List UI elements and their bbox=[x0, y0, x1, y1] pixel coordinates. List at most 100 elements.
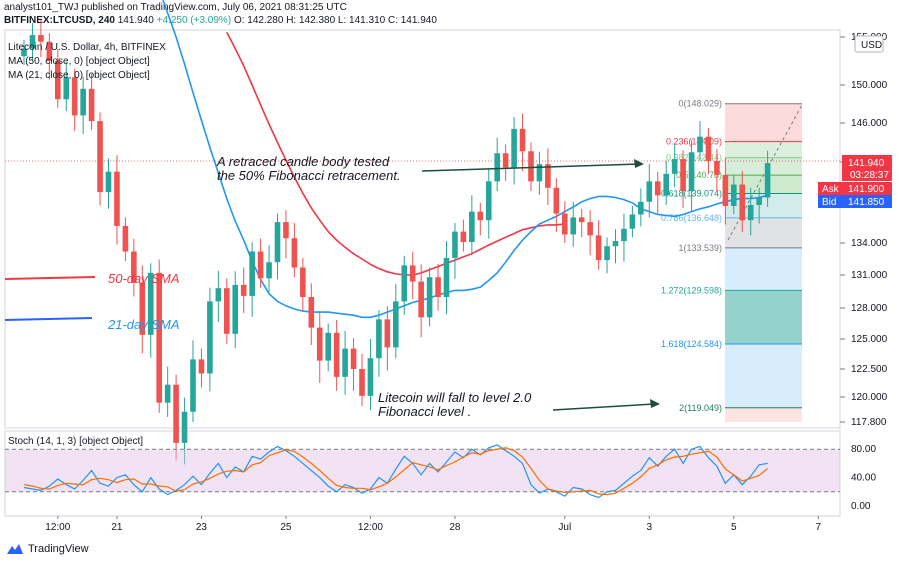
candle-body bbox=[401, 265, 408, 302]
candle-body bbox=[71, 77, 78, 116]
candle-body bbox=[536, 164, 543, 182]
ask-tag bbox=[818, 182, 892, 195]
ma50-label-line bbox=[4, 276, 96, 280]
ma50-legend: MA (50, close, 0) [object Object] bbox=[8, 56, 150, 67]
last-price: 141.940 bbox=[117, 15, 154, 26]
candle-body bbox=[435, 277, 441, 297]
fib-level-label: 1(133.539) bbox=[678, 243, 722, 253]
candle-body bbox=[325, 332, 331, 361]
candle-body bbox=[131, 251, 137, 283]
price-pane[interactable] bbox=[4, 29, 841, 429]
candle-body bbox=[747, 205, 754, 221]
last-price-tag-value: 141.940 bbox=[848, 158, 885, 169]
candle-body bbox=[207, 301, 213, 374]
fib-zone bbox=[725, 247, 802, 291]
countdown-value: 03:28:37 bbox=[850, 170, 889, 181]
candle-body bbox=[739, 184, 746, 221]
stochastic-indicator: 80.00 40.00 0.00 bbox=[5, 444, 876, 512]
candle-body bbox=[621, 228, 627, 242]
candle-body bbox=[224, 288, 230, 334]
tradingview-logo-icon bbox=[7, 544, 23, 554]
candle-body bbox=[164, 384, 171, 403]
fib-level-label: 0.5(140.78) bbox=[676, 170, 722, 180]
candle-body bbox=[688, 152, 695, 192]
time-tick-label: 12:00 bbox=[45, 522, 70, 533]
currency-badge[interactable] bbox=[854, 35, 884, 53]
time-tick-label: Jul bbox=[558, 522, 571, 533]
currency-label: USD bbox=[861, 40, 882, 51]
arrow-retrace bbox=[421, 163, 641, 172]
candle-body bbox=[300, 267, 306, 297]
ma50-line bbox=[226, 31, 565, 276]
publish-info: analyst101_TWJ published on TradingView.… bbox=[4, 2, 347, 13]
candle-body bbox=[88, 88, 95, 122]
candle-body bbox=[316, 327, 323, 361]
footer-brand-label: TradingView bbox=[28, 543, 89, 555]
candle-body bbox=[587, 222, 593, 236]
candle-body bbox=[283, 222, 289, 239]
candle-body bbox=[240, 284, 247, 296]
candle-body bbox=[418, 281, 424, 318]
bid-tag bbox=[818, 195, 892, 208]
price-tick-label: 134.000 bbox=[851, 238, 888, 249]
candle-body bbox=[38, 35, 44, 42]
arrow-fall-head bbox=[650, 399, 660, 408]
fib-zone bbox=[725, 407, 802, 422]
high-value: H: 142.380 bbox=[286, 15, 336, 26]
candle-body bbox=[29, 35, 36, 49]
price-tick-label: 122.500 bbox=[851, 364, 888, 375]
stoch-k-line bbox=[23, 444, 768, 499]
price-tick-label: 117.800 bbox=[851, 417, 887, 428]
candle-body bbox=[570, 217, 577, 235]
fibonacci-retracement[interactable]: 0(148.029)0.236(144.09)0.382(142.44)0.5(… bbox=[661, 99, 803, 422]
stoch-legend: Stoch (14, 1, 3) [object Object] bbox=[8, 436, 143, 447]
candle-body bbox=[671, 159, 678, 174]
price-tick-label: 146.000 bbox=[851, 118, 888, 129]
candle-body bbox=[629, 214, 636, 229]
candle-body bbox=[680, 159, 686, 192]
footer-brand[interactable]: TradingView bbox=[6, 543, 89, 555]
fib-level-label: 2(119.049) bbox=[679, 403, 722, 413]
time-axis: 12:00 21 23 25 12:00 28 Jul 3 5 7 bbox=[45, 516, 822, 533]
candle-body bbox=[122, 225, 129, 252]
ma50-label: 50-day SMA bbox=[108, 271, 180, 286]
price-tick-label: 125.000 bbox=[851, 334, 888, 345]
candle-body bbox=[409, 265, 416, 282]
candle-body bbox=[722, 174, 729, 206]
candle-body bbox=[638, 201, 644, 215]
time-tick-label: 25 bbox=[280, 522, 292, 533]
fib-zone bbox=[725, 141, 802, 158]
bid-value: 141.850 bbox=[848, 197, 885, 208]
candle-body bbox=[359, 369, 365, 396]
candle-body bbox=[460, 231, 467, 243]
stoch-tick-label: 0.00 bbox=[851, 501, 871, 512]
arrow-fall bbox=[552, 403, 655, 411]
price-axis: 155.000150.000146.000142.000138.000134.0… bbox=[840, 32, 888, 428]
candle-body bbox=[604, 246, 610, 261]
candle-body bbox=[156, 272, 162, 403]
candlestick-series bbox=[21, 19, 771, 465]
fib-zone bbox=[725, 157, 802, 176]
ma21-label: 21-day SMA bbox=[107, 317, 180, 332]
candle-body bbox=[198, 359, 205, 374]
candle-body bbox=[646, 181, 653, 202]
candle-body bbox=[190, 359, 196, 412]
ask-label: Ask bbox=[822, 184, 840, 195]
candle-body bbox=[756, 197, 762, 205]
candle-body bbox=[257, 251, 264, 279]
time-tick-label: 7 bbox=[816, 522, 822, 533]
candle-body bbox=[553, 187, 560, 214]
price-tick-label: 128.000 bbox=[851, 303, 888, 314]
candle-body bbox=[494, 153, 500, 182]
candle-body bbox=[595, 235, 602, 261]
stoch-tick-label: 40.00 bbox=[851, 473, 876, 484]
fib-zone bbox=[725, 193, 802, 218]
candle-body bbox=[384, 319, 391, 348]
open-value: O: 142.280 bbox=[233, 15, 284, 26]
fib-zone bbox=[725, 343, 802, 408]
candle-body bbox=[308, 297, 315, 328]
fib-level-label: 0(148.029) bbox=[678, 99, 722, 109]
last-price-tag bbox=[842, 155, 892, 181]
candle-body bbox=[367, 358, 374, 396]
